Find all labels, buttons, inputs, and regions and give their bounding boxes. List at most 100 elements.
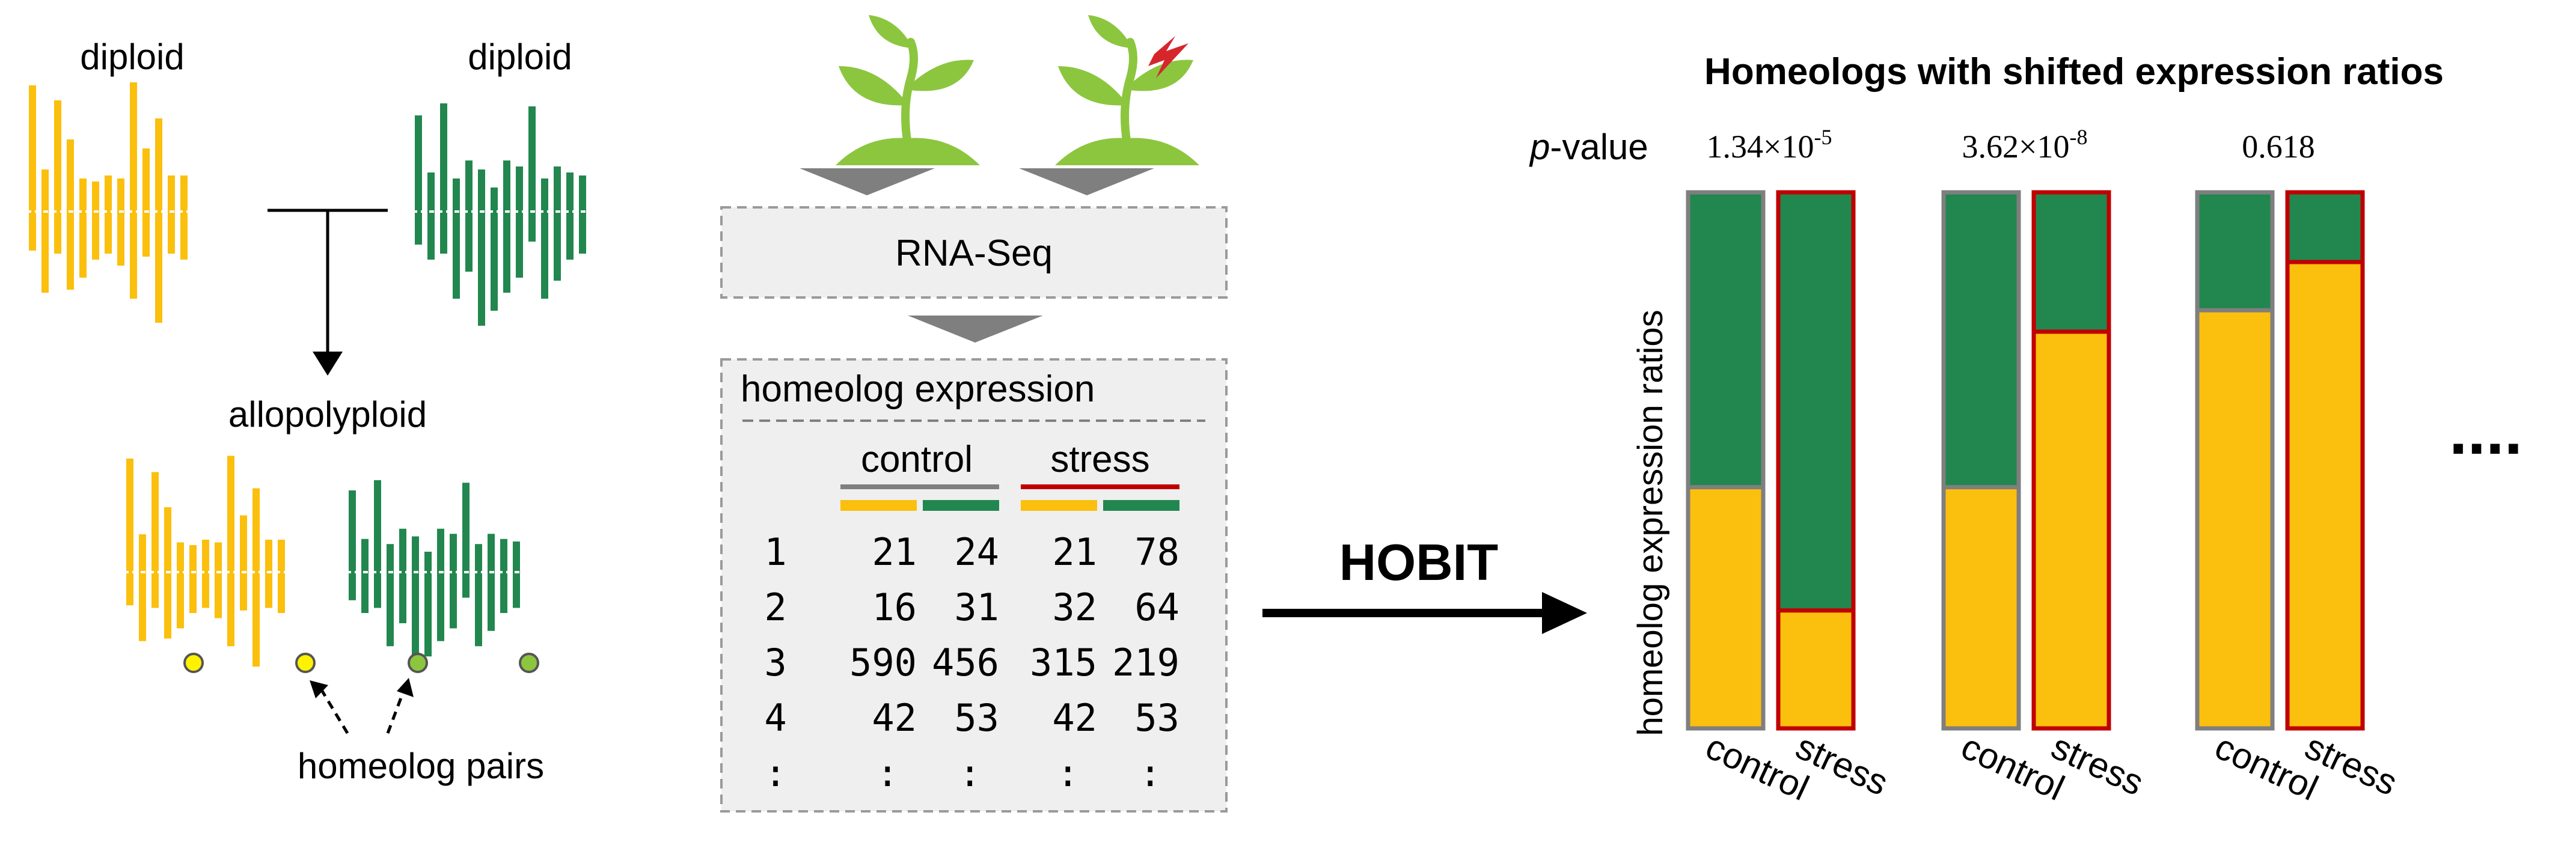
plant-leaf-top (869, 15, 911, 48)
gene-bar (92, 181, 99, 260)
gene-bar (566, 172, 574, 260)
bar-segment-green (1778, 192, 1853, 611)
bar-segment-yellow (2197, 310, 2272, 728)
table-cell: 42 (872, 696, 917, 740)
gene-bar (29, 85, 36, 251)
bar-segment-green (2197, 192, 2272, 311)
bar-segment-yellow (2034, 331, 2109, 728)
gene-bar (424, 552, 432, 657)
table-cell: 16 (872, 585, 917, 629)
gene-bar (374, 480, 381, 608)
diploid-right-genome (412, 103, 589, 326)
gene-bar (177, 542, 184, 629)
ratio-chart: Homeologs with shifted expression ratios… (1529, 51, 2522, 808)
gene-bar (180, 175, 188, 260)
bar-outline (1941, 190, 2021, 731)
pvalue-label: 0.618 (2242, 129, 2315, 165)
plant-leaf-left (839, 66, 907, 106)
homeolog-pairs-label: homeolog pairs (298, 746, 544, 786)
gene-bar (475, 544, 482, 647)
plant-leaf-top (1088, 15, 1131, 48)
rnaseq-down-arrow (908, 316, 1043, 343)
bar-segment-yellow (1688, 487, 1763, 728)
expression-box (720, 358, 1228, 813)
expression-title: homeolog expression (741, 368, 1095, 410)
gene-bar (215, 542, 222, 618)
bar-segment-green (1688, 192, 1763, 487)
table-cell: : (959, 751, 981, 795)
bar-category-label: control (2209, 726, 2325, 808)
control-column-label: control (861, 439, 973, 480)
bar-outline (2285, 190, 2365, 731)
table-cell: : (1139, 751, 1161, 795)
rnaseq-box (720, 206, 1228, 299)
pvalue-label: 1.34×10-5 (1707, 125, 1832, 165)
rnaseq-label: RNA-Seq (895, 233, 1053, 274)
gene-bar (465, 160, 473, 272)
gene-bar (412, 536, 419, 670)
gene-bar (488, 534, 495, 631)
lightning-bolt-icon (1148, 36, 1189, 78)
bar-outline (1776, 190, 1856, 731)
plant-leaf-right (1130, 59, 1193, 91)
bar-outline (2195, 190, 2275, 731)
table-cell: 456 (932, 641, 999, 685)
gene-bar (252, 488, 260, 667)
bar-outline (2031, 190, 2111, 731)
left-panel: diploid diploid allopolyploid homeolog p… (26, 37, 589, 786)
table-cell: 21 (872, 530, 917, 574)
bar-category-label: control (1700, 726, 1816, 808)
bar-segment-green (1944, 192, 2019, 487)
homeolog-marker-4 (519, 653, 539, 673)
diploid-right-label: diploid (468, 37, 572, 77)
control-yellow-swatch (840, 500, 917, 511)
table-cell: 53 (954, 696, 999, 740)
plant-leaf-left (1058, 66, 1126, 106)
gene-bar (155, 118, 162, 323)
chart-title: Homeologs with shifted expression ratios (1704, 51, 2444, 93)
table-cell: 78 (1134, 530, 1179, 574)
gene-bar (227, 456, 234, 647)
gene-bar (513, 541, 520, 608)
homeolog-marker-3 (408, 653, 428, 673)
control-down-arrow (800, 168, 935, 195)
gene-bar (440, 103, 447, 254)
table-cell: 21 (1052, 530, 1097, 574)
allopolyploid-yellow-genome (124, 456, 287, 667)
table-cell: 42 (1052, 696, 1097, 740)
table-cell: : (1057, 751, 1079, 795)
gene-bar (130, 82, 137, 299)
pvalue-header: p-value (1529, 127, 1648, 167)
gene-bar (278, 540, 285, 613)
table-cell: 64 (1134, 585, 1179, 629)
bar-segment-green (2287, 192, 2363, 262)
gene-bar (240, 515, 247, 611)
gene-bar (503, 160, 510, 293)
table-cell: 31 (954, 585, 999, 629)
gene-bar (117, 178, 124, 266)
gene-bar (528, 106, 536, 242)
homeolog-marker-1 (183, 653, 204, 673)
y-axis-label: homeolog expression ratios (1631, 310, 1670, 736)
control-plant-icon (836, 15, 980, 165)
gene-bar (453, 178, 460, 299)
table-cell: 32 (1052, 585, 1097, 629)
table-cell: 24 (954, 530, 999, 574)
gene-bar (126, 459, 133, 606)
bar-category-label: control (1956, 726, 2071, 808)
gene-bar (462, 483, 470, 598)
gene-bar (541, 178, 548, 299)
gene-bar (139, 534, 146, 641)
stress-plant-icon (1055, 15, 1199, 165)
pvalue-header-italic: p (1529, 127, 1550, 167)
table-cell: 315 (1030, 641, 1097, 685)
cross-arrow-head (313, 352, 343, 376)
dashed-arrow-left (317, 684, 349, 734)
stress-green-swatch (1103, 500, 1179, 511)
expression-table: 1 21 24 21 78 2 16 31 32 64 3 590 456 315 219 4 42 53 42 53… (764, 530, 1179, 795)
stress-yellow-swatch (1021, 500, 1097, 511)
table-cell: 219 (1112, 641, 1179, 685)
stress-down-arrow (1019, 168, 1154, 195)
chart-groups: 1.34×10-5controlstress3.62×10-8controlst… (1686, 125, 2403, 808)
gene-bar (387, 544, 394, 647)
